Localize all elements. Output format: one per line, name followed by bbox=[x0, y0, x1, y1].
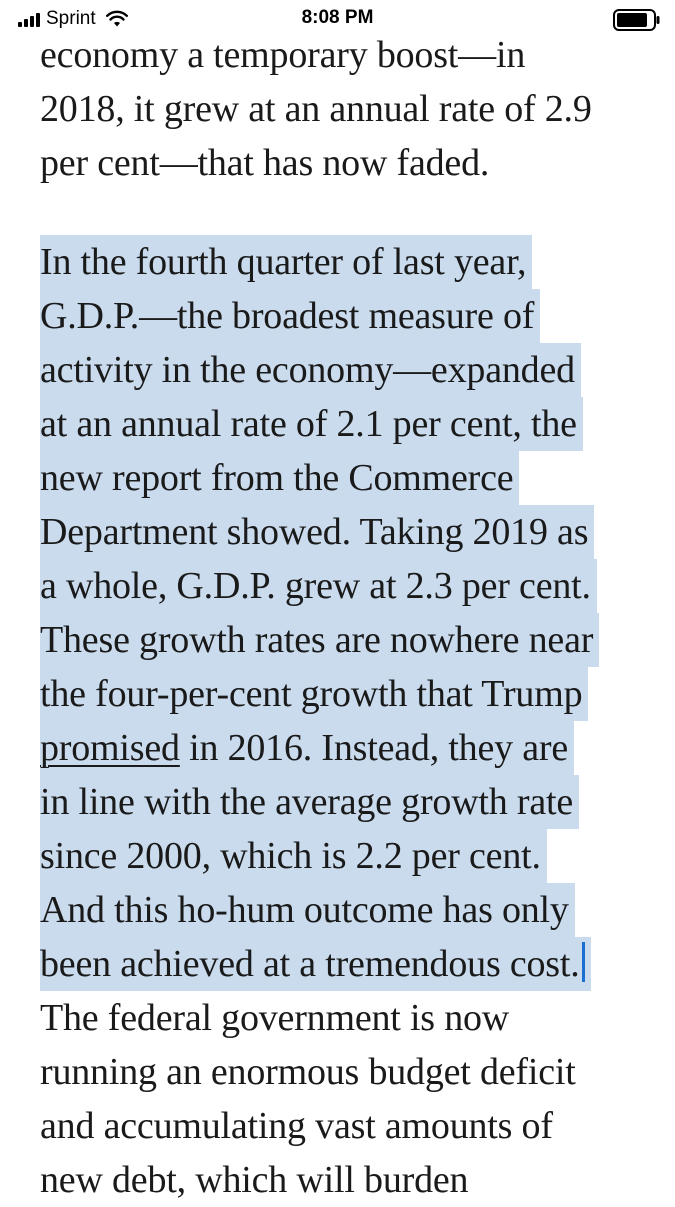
status-bar: Sprint 8:08 PM bbox=[0, 0, 675, 40]
selected-text-line[interactable]: In the fourth quarter of last year, bbox=[40, 235, 533, 289]
selected-text-line[interactable]: the four-per-cent growth that Trump bbox=[40, 667, 589, 721]
selected-text-line[interactable]: a whole, G.D.P. grew at 2.3 per cent. bbox=[40, 559, 597, 613]
paragraph-line: and accumulating vast amounts of bbox=[40, 1105, 553, 1147]
selected-text-line[interactable]: new report from the Commerce bbox=[40, 451, 520, 505]
paragraph-line: 2018, it grew at an annual rate of 2.9 bbox=[40, 88, 592, 130]
selected-text-line[interactable]: promised in 2016. Instead, they are bbox=[40, 721, 575, 775]
selected-text-line[interactable]: And this ho-hum outcome has only bbox=[40, 883, 575, 937]
carrier-name: Sprint bbox=[46, 8, 96, 29]
status-time: 8:08 PM bbox=[301, 7, 374, 28]
wifi-icon bbox=[105, 10, 128, 27]
selected-text-line[interactable]: These growth rates are nowhere near bbox=[40, 613, 600, 667]
selected-text-fragment: been achieved at a tremendous cost. bbox=[40, 943, 580, 985]
selected-text-line[interactable]: since 2000, which is 2.2 per cent. bbox=[40, 829, 547, 883]
selected-text-line[interactable]: activity in the economy—expanded bbox=[40, 343, 581, 397]
selected-text-line[interactable]: at an annual rate of 2.1 per cent, the bbox=[40, 397, 583, 451]
paragraph-line: new debt, which will burden bbox=[40, 1159, 469, 1201]
status-left: Sprint bbox=[18, 8, 128, 30]
battery-icon bbox=[613, 9, 660, 31]
promised-link[interactable]: promised bbox=[40, 727, 180, 769]
selection-end-handle[interactable] bbox=[581, 942, 585, 982]
selected-text-line[interactable]: in line with the average growth rate bbox=[40, 775, 580, 829]
paragraph-line: The federal government is now bbox=[40, 997, 510, 1039]
paragraph-line: running an enormous budget deficit bbox=[40, 1051, 576, 1093]
selected-text-line[interactable]: Department showed. Taking 2019 as bbox=[40, 505, 595, 559]
signal-icon bbox=[18, 12, 40, 27]
paragraph-line: per cent—that has now faded. bbox=[40, 142, 490, 184]
selected-text-line[interactable]: been achieved at a tremendous cost. bbox=[40, 937, 591, 991]
paragraph-line: economy a temporary boost—in bbox=[40, 34, 526, 76]
selected-text-line[interactable]: G.D.P.—the broadest measure of bbox=[40, 289, 541, 343]
selected-text-fragment: in 2016. Instead, they are bbox=[179, 727, 569, 769]
